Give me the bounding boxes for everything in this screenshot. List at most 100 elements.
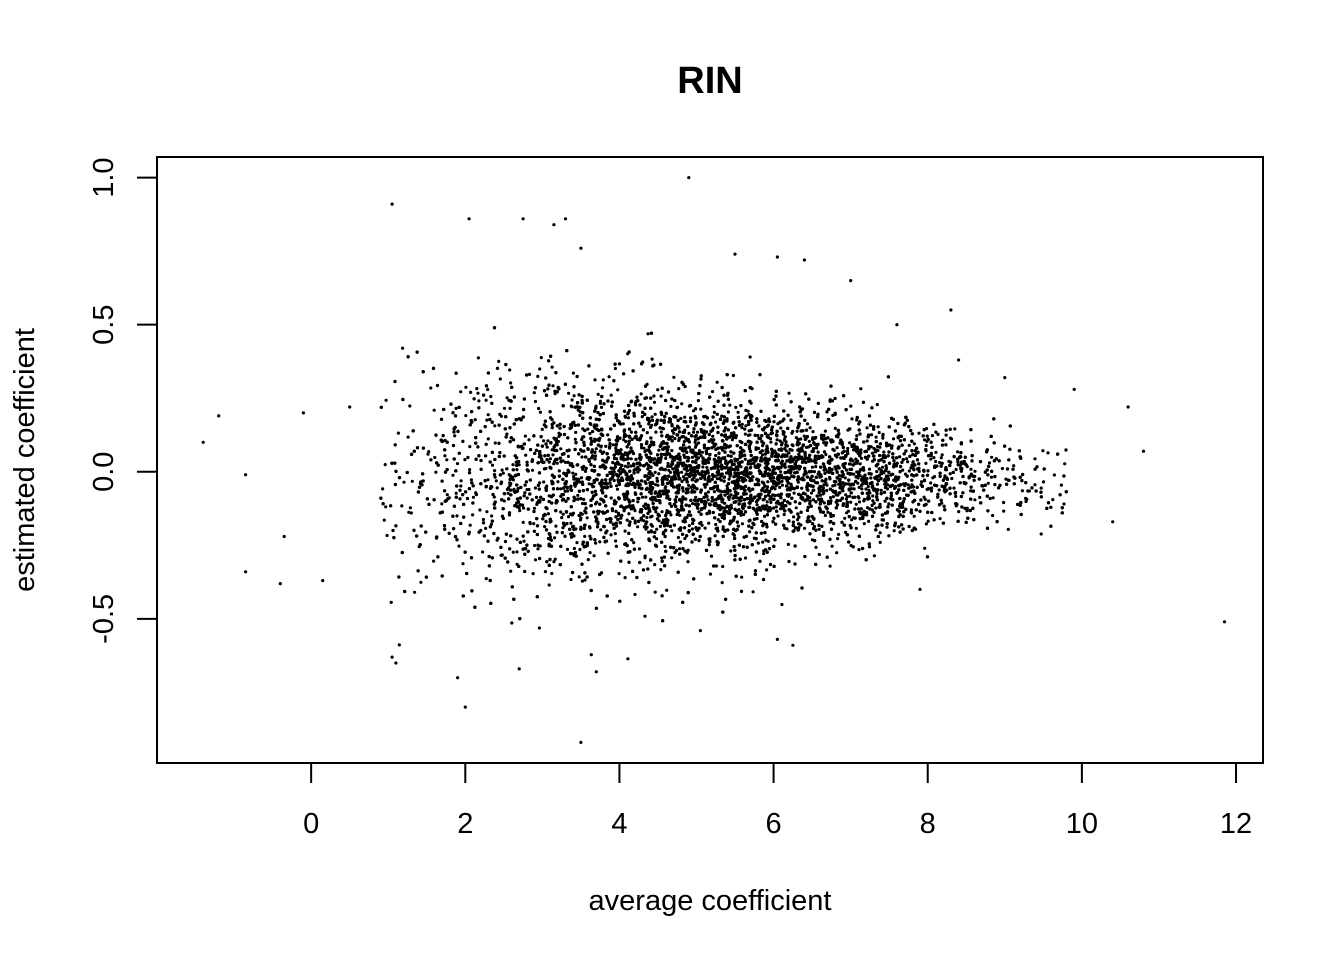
- data-point: [828, 564, 832, 568]
- data-point: [991, 496, 995, 500]
- data-point: [822, 531, 826, 535]
- data-point: [580, 437, 584, 442]
- data-point: [555, 461, 559, 465]
- data-point: [666, 464, 670, 468]
- data-point: [636, 525, 640, 529]
- data-point: [699, 454, 703, 458]
- data-point: [490, 463, 495, 467]
- data-point: [792, 515, 796, 519]
- data-point: [540, 427, 544, 431]
- data-point: [678, 540, 683, 544]
- data-point: [667, 437, 671, 441]
- data-point: [468, 445, 472, 449]
- data-point: [434, 470, 438, 474]
- data-point: [1046, 451, 1050, 455]
- data-point: [911, 460, 915, 464]
- data-point: [865, 506, 870, 510]
- data-point: [696, 399, 701, 403]
- data-point: [849, 500, 853, 504]
- data-point: [633, 509, 637, 513]
- data-point: [740, 426, 744, 430]
- data-point: [851, 495, 855, 499]
- data-point: [640, 486, 644, 490]
- data-point: [706, 498, 710, 502]
- data-point: [678, 513, 682, 517]
- data-points: [201, 176, 1227, 745]
- data-point: [645, 448, 649, 452]
- data-point: [493, 424, 497, 428]
- data-point: [727, 477, 731, 481]
- data-point: [601, 378, 605, 382]
- data-point: [637, 547, 642, 551]
- data-point: [694, 495, 698, 499]
- data-point: [772, 465, 776, 469]
- data-point: [748, 447, 752, 451]
- data-point: [645, 515, 649, 520]
- data-point: [654, 510, 658, 514]
- data-point: [875, 482, 880, 486]
- data-point: [553, 557, 557, 561]
- data-point: [533, 543, 537, 548]
- data-point: [667, 468, 671, 472]
- data-point: [614, 446, 618, 450]
- data-point: [939, 456, 943, 460]
- data-point: [578, 547, 582, 552]
- data-point: [869, 433, 874, 437]
- data-point: [553, 536, 557, 540]
- data-point: [593, 454, 598, 458]
- data-point: [542, 439, 546, 443]
- data-point: [702, 483, 706, 487]
- data-point: [384, 505, 388, 509]
- data-point: [973, 498, 977, 502]
- data-point: [537, 626, 542, 630]
- data-point: [556, 480, 560, 484]
- data-point: [802, 434, 806, 438]
- data-point: [670, 529, 674, 533]
- data-point: [580, 512, 584, 516]
- data-point: [743, 427, 747, 431]
- data-point: [865, 426, 869, 430]
- data-point: [715, 477, 720, 481]
- data-point: [852, 487, 856, 491]
- data-point: [650, 415, 654, 419]
- data-point: [463, 458, 467, 462]
- data-point: [666, 462, 670, 466]
- data-point: [744, 414, 748, 418]
- data-point: [572, 534, 576, 538]
- data-point: [521, 520, 525, 525]
- data-point: [396, 431, 400, 435]
- data-point: [433, 455, 437, 460]
- data-point: [779, 426, 783, 430]
- data-point: [778, 439, 782, 443]
- data-point: [1012, 464, 1016, 468]
- data-point: [952, 486, 956, 490]
- data-point: [917, 431, 921, 435]
- data-point: [948, 436, 953, 440]
- data-point: [630, 477, 635, 481]
- data-point: [502, 499, 506, 503]
- data-point: [578, 413, 582, 417]
- data-point: [511, 478, 515, 482]
- data-point: [592, 554, 596, 558]
- data-point: [696, 441, 701, 445]
- data-point: [991, 513, 995, 518]
- data-point: [989, 475, 994, 479]
- data-point: [650, 357, 654, 361]
- data-point: [650, 514, 654, 518]
- data-point: [811, 430, 815, 434]
- data-point: [969, 467, 973, 471]
- data-point: [400, 504, 404, 508]
- data-point: [746, 409, 750, 413]
- data-point: [575, 541, 579, 545]
- data-point: [659, 568, 663, 572]
- data-point: [408, 506, 412, 510]
- data-point: [613, 532, 617, 536]
- data-point: [874, 435, 878, 439]
- data-point: [866, 484, 870, 489]
- data-point: [626, 461, 631, 465]
- data-point: [762, 552, 766, 556]
- data-point: [486, 437, 490, 441]
- data-point: [922, 438, 927, 442]
- data-point: [511, 550, 515, 554]
- data-point: [875, 470, 879, 474]
